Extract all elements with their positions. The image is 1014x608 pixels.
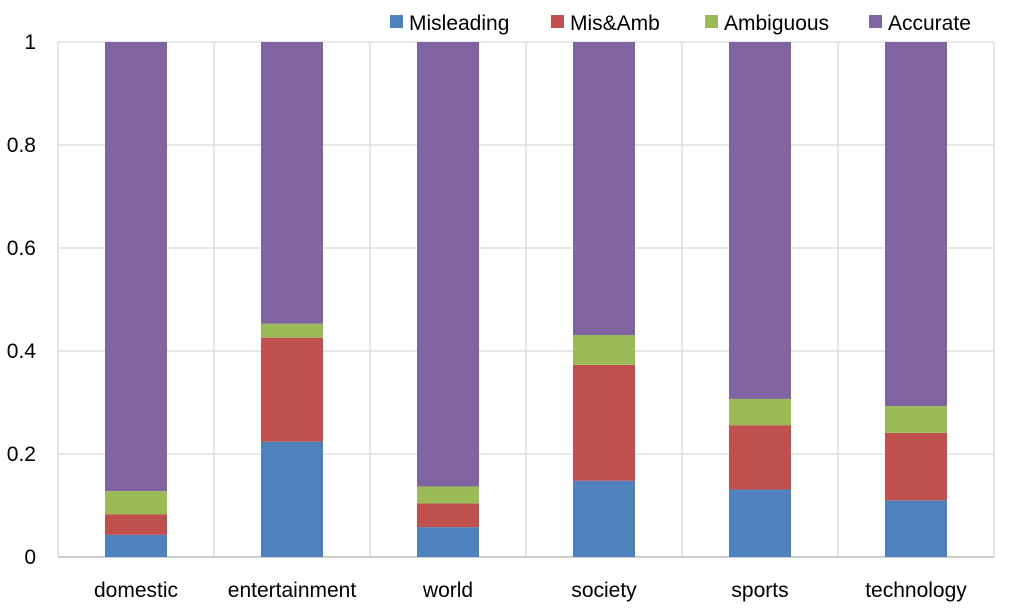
bar-segment-misleading-entertainment <box>261 441 323 557</box>
y-tick-label: 0.8 <box>7 134 36 157</box>
bar-segment-accurate-world <box>417 42 479 487</box>
legend-swatch <box>869 15 882 28</box>
legend-label: Mis&Amb <box>570 12 660 35</box>
bars <box>105 42 947 557</box>
x-tick-label: entertainment <box>228 579 357 602</box>
bar-segment-accurate-domestic <box>105 42 167 492</box>
gridlines <box>57 41 995 558</box>
y-tick-label: 0.4 <box>7 340 37 363</box>
x-tick-label: domestic <box>94 579 178 602</box>
legend: Misleading Mis&Amb Ambiguous Accurate <box>390 12 971 35</box>
bar-segment-ambiguous-sports <box>729 398 791 426</box>
bar-segment-ambiguous-domestic <box>105 491 167 515</box>
bar-segment-misleading-sports <box>729 489 791 557</box>
bar-segment-accurate-sports <box>729 42 791 399</box>
legend-label: Accurate <box>888 12 971 35</box>
bar-segment-misleading-world <box>417 527 479 557</box>
y-tick-label: 0 <box>24 546 36 569</box>
legend-swatch <box>390 15 403 28</box>
y-axis-tick-labels: 0 0.2 0.4 0.6 0.8 1 <box>7 31 37 569</box>
bar-segment-misleading-domestic <box>105 534 167 557</box>
bar-segment-accurate-technology <box>885 42 947 407</box>
legend-swatch <box>551 15 564 28</box>
bar-segment-accurate-entertainment <box>261 42 323 324</box>
bar-segment-mis-amb-domestic <box>105 514 167 535</box>
legend-label: Misleading <box>409 12 509 35</box>
bar-segment-mis-amb-sports <box>729 425 791 490</box>
x-axis-tick-labels: domestic entertainment world society sports t… <box>94 579 967 602</box>
x-tick-label: world <box>422 579 473 602</box>
y-tick-label: 0.2 <box>7 443 36 466</box>
bar-segment-ambiguous-technology <box>885 406 947 433</box>
bar-segment-ambiguous-society <box>573 335 635 365</box>
x-tick-label: technology <box>865 579 967 602</box>
x-tick-label: society <box>571 579 637 602</box>
x-tick-label: sports <box>731 579 788 602</box>
bar-segment-mis-amb-entertainment <box>261 337 323 442</box>
y-tick-label: 0.6 <box>7 237 36 260</box>
bar-segment-mis-amb-technology <box>885 432 947 501</box>
y-tick-label: 1 <box>24 31 36 54</box>
bar-segment-misleading-society <box>573 480 635 557</box>
bar-segment-misleading-technology <box>885 500 947 557</box>
bar-segment-accurate-society <box>573 42 635 336</box>
bar-segment-ambiguous-entertainment <box>261 323 323 338</box>
bar-segment-mis-amb-world <box>417 503 479 528</box>
legend-label: Ambiguous <box>724 12 829 35</box>
legend-swatch <box>705 15 718 28</box>
bar-segment-ambiguous-world <box>417 486 479 504</box>
bar-segment-mis-amb-society <box>573 364 635 481</box>
